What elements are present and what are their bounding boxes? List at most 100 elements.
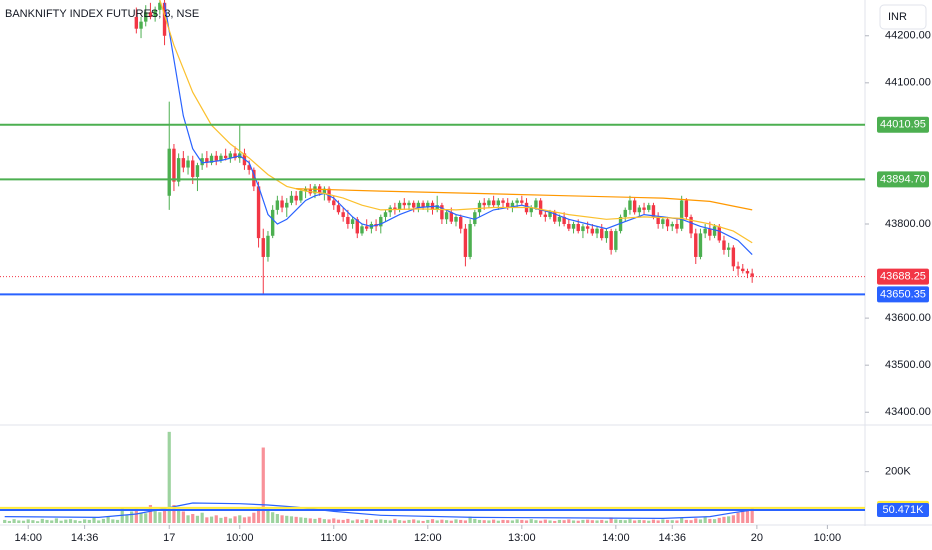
volume-bar (614, 519, 618, 523)
volume-bar (280, 515, 284, 523)
chart-title: BANKNIFTY INDEX FUTURES, 3, NSE (5, 8, 199, 20)
volume-bar (3, 519, 7, 523)
volume-bar (397, 520, 402, 523)
candle-body (252, 169, 256, 187)
candle-body (585, 226, 590, 229)
volume-bar (623, 520, 627, 523)
volume-bar (633, 520, 637, 523)
y-tick-label: 44200.00 (885, 30, 931, 42)
volume-bar (543, 519, 547, 523)
volume-bar (303, 517, 308, 523)
volume-bar (656, 520, 660, 523)
volume-bar (125, 515, 129, 523)
candle-body (350, 219, 355, 224)
volume-bar (618, 519, 623, 523)
candle-body (548, 212, 552, 217)
volume-bar (459, 519, 463, 523)
volume-y-tick-label: 200K (885, 466, 911, 478)
volume-bar (327, 519, 331, 523)
volume-bar (21, 520, 26, 523)
volume-bar (289, 516, 294, 523)
candle-body (167, 148, 171, 196)
candle-body (364, 226, 369, 229)
y-tick-label: 43500.00 (885, 359, 931, 371)
volume-bar (346, 518, 350, 523)
volume-bar (557, 519, 562, 523)
candle-body (256, 186, 261, 239)
volume-bar (224, 516, 228, 523)
candle-body (515, 200, 519, 203)
volume-bar (238, 515, 242, 523)
volume-bar (219, 517, 223, 523)
candle-body (468, 224, 472, 257)
candle-body (219, 155, 223, 161)
volume-bar (576, 520, 580, 523)
volume-bar (167, 431, 171, 523)
candle-body (153, 9, 157, 17)
volume-bar (73, 520, 77, 523)
volume-bar (383, 519, 388, 523)
candle-body (280, 200, 284, 208)
candle-body (712, 226, 717, 236)
volume-bar (374, 519, 378, 523)
volume-bar (172, 505, 176, 523)
volume-bar (750, 507, 754, 523)
volume-bar (68, 519, 73, 523)
candle-body (534, 200, 538, 208)
candle-body (731, 247, 736, 267)
volume-bar (209, 516, 214, 523)
volume-bar (7, 520, 12, 523)
volume-bar (496, 520, 500, 523)
volume-bar (54, 518, 59, 523)
volume-bar (539, 520, 543, 523)
price-level-label: 43894.70 (880, 173, 926, 185)
currency-button[interactable] (879, 4, 927, 30)
candle-body (144, 12, 148, 22)
candle-body (346, 216, 350, 224)
candle-body (289, 195, 294, 203)
volume-bar (40, 518, 44, 523)
volume-bar (294, 516, 298, 523)
candle-body (209, 155, 214, 163)
candle-body (632, 200, 637, 213)
candle-body (557, 216, 562, 222)
x-tick-label: 10:00 (814, 532, 842, 544)
candle-body (590, 228, 595, 234)
candle-body (285, 202, 289, 208)
candle-body (722, 240, 726, 250)
volume-bar (365, 519, 369, 523)
indicator-line (163, 2, 753, 256)
candle-body (553, 212, 557, 222)
volume-bar (162, 507, 167, 523)
candle-body (698, 233, 703, 257)
candle-body (567, 224, 571, 229)
candle-body (529, 207, 533, 213)
indicator-line (159, 0, 753, 244)
candle-body (623, 209, 627, 217)
candle-body (411, 202, 416, 208)
candle-body (679, 200, 684, 229)
volume-bar (402, 520, 406, 523)
volume-bar (153, 510, 157, 523)
candle-body (313, 186, 317, 194)
volume-bar (59, 520, 63, 523)
volume-bar (506, 520, 510, 523)
y-tick-label: 43600.00 (885, 312, 931, 324)
volume-bar (628, 519, 632, 523)
candle-body (416, 202, 421, 208)
volume-bar (745, 509, 750, 523)
candle-body (341, 212, 345, 217)
volume-bar (487, 520, 491, 523)
candle-body (299, 191, 303, 201)
candle-body (303, 188, 308, 192)
candle-body (562, 216, 566, 224)
volume-bar (647, 520, 651, 523)
volume-bar (604, 520, 609, 523)
volume-bar (430, 519, 435, 523)
volume-bar (78, 520, 82, 523)
candle-body (670, 224, 674, 227)
volume-bar (12, 519, 16, 523)
volume-bar (393, 518, 397, 523)
volume-bar (322, 519, 326, 523)
